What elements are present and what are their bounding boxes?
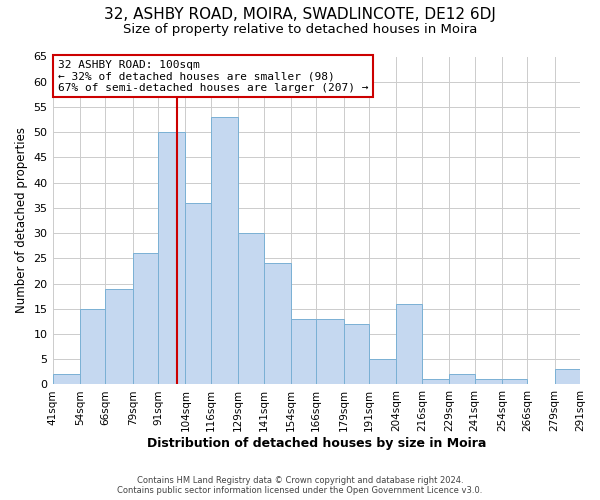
Bar <box>316 319 344 384</box>
Bar <box>554 370 580 384</box>
Bar <box>397 304 422 384</box>
Bar <box>369 359 397 384</box>
Bar <box>502 380 527 384</box>
Bar <box>475 380 502 384</box>
Y-axis label: Number of detached properties: Number of detached properties <box>15 128 28 314</box>
Bar <box>291 319 316 384</box>
Bar <box>80 309 105 384</box>
Bar <box>449 374 475 384</box>
Text: Contains HM Land Registry data © Crown copyright and database right 2024.
Contai: Contains HM Land Registry data © Crown c… <box>118 476 482 495</box>
Text: 32, ASHBY ROAD, MOIRA, SWADLINCOTE, DE12 6DJ: 32, ASHBY ROAD, MOIRA, SWADLINCOTE, DE12… <box>104 8 496 22</box>
Text: 32 ASHBY ROAD: 100sqm
← 32% of detached houses are smaller (98)
67% of semi-deta: 32 ASHBY ROAD: 100sqm ← 32% of detached … <box>58 60 368 93</box>
X-axis label: Distribution of detached houses by size in Moira: Distribution of detached houses by size … <box>146 437 486 450</box>
Text: Size of property relative to detached houses in Moira: Size of property relative to detached ho… <box>123 22 477 36</box>
Bar <box>211 117 238 384</box>
Bar <box>238 233 263 384</box>
Bar <box>344 324 369 384</box>
Bar <box>422 380 449 384</box>
Bar <box>133 254 158 384</box>
Bar <box>158 132 185 384</box>
Bar <box>185 203 211 384</box>
Bar <box>53 374 80 384</box>
Bar <box>263 264 291 384</box>
Bar <box>105 288 133 384</box>
